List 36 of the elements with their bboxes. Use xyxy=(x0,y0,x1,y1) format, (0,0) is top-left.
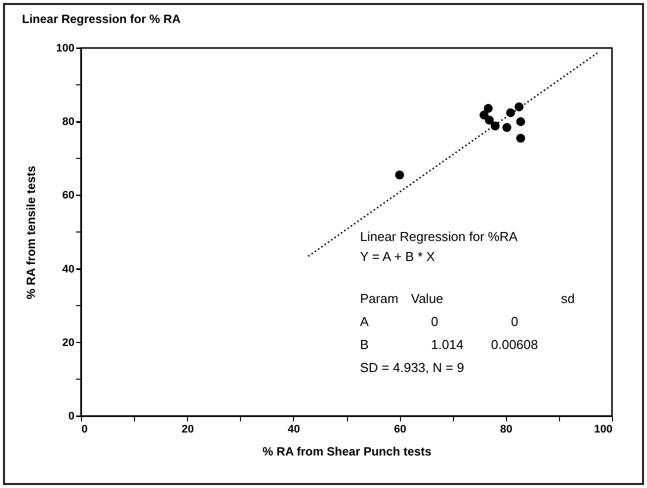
annotation: B xyxy=(360,337,369,352)
annotation: Value xyxy=(411,291,444,306)
y-axis-title: % RA from tensile tests xyxy=(24,165,38,300)
y-tick-label: 0 xyxy=(68,410,74,422)
point xyxy=(484,116,494,125)
annotation: Y = A + B * X xyxy=(360,249,436,264)
point xyxy=(502,123,512,132)
annotation: 0.00608 xyxy=(491,337,538,352)
y-tick-label: 40 xyxy=(62,263,74,276)
annotation: A xyxy=(360,314,369,329)
point xyxy=(480,110,488,120)
y-tick-label: 60 xyxy=(62,190,74,202)
x-tick-label: 80 xyxy=(500,424,512,436)
x-tick-label: 0 xyxy=(82,424,88,436)
annotation: Param xyxy=(360,291,398,306)
point xyxy=(516,117,526,126)
point xyxy=(490,122,500,130)
point xyxy=(516,134,526,143)
x-tick-label: 100 xyxy=(594,424,612,436)
x-tick-label: 20 xyxy=(182,424,194,436)
x-axis-title: % RA from Shear Punch tests xyxy=(262,444,432,458)
annotation: 0 xyxy=(511,314,518,329)
annotation: SD = 4.933, N = 9 xyxy=(360,360,464,375)
annotation: 1.014 xyxy=(431,337,464,352)
y-tick-label: 20 xyxy=(62,336,74,349)
point xyxy=(514,102,524,112)
annotation: 0 xyxy=(431,314,438,329)
point xyxy=(484,104,493,113)
y-tick-label: 100 xyxy=(56,42,74,54)
chart-title: Linear Regression for % RA xyxy=(22,12,182,26)
annotation: Linear Regression for %RA xyxy=(360,229,518,244)
x-tick-label: 40 xyxy=(288,424,300,436)
x-tick-label: 60 xyxy=(394,424,406,436)
y-tick-label: 80 xyxy=(62,116,74,128)
annotation: sd xyxy=(561,291,575,306)
point xyxy=(395,170,404,180)
